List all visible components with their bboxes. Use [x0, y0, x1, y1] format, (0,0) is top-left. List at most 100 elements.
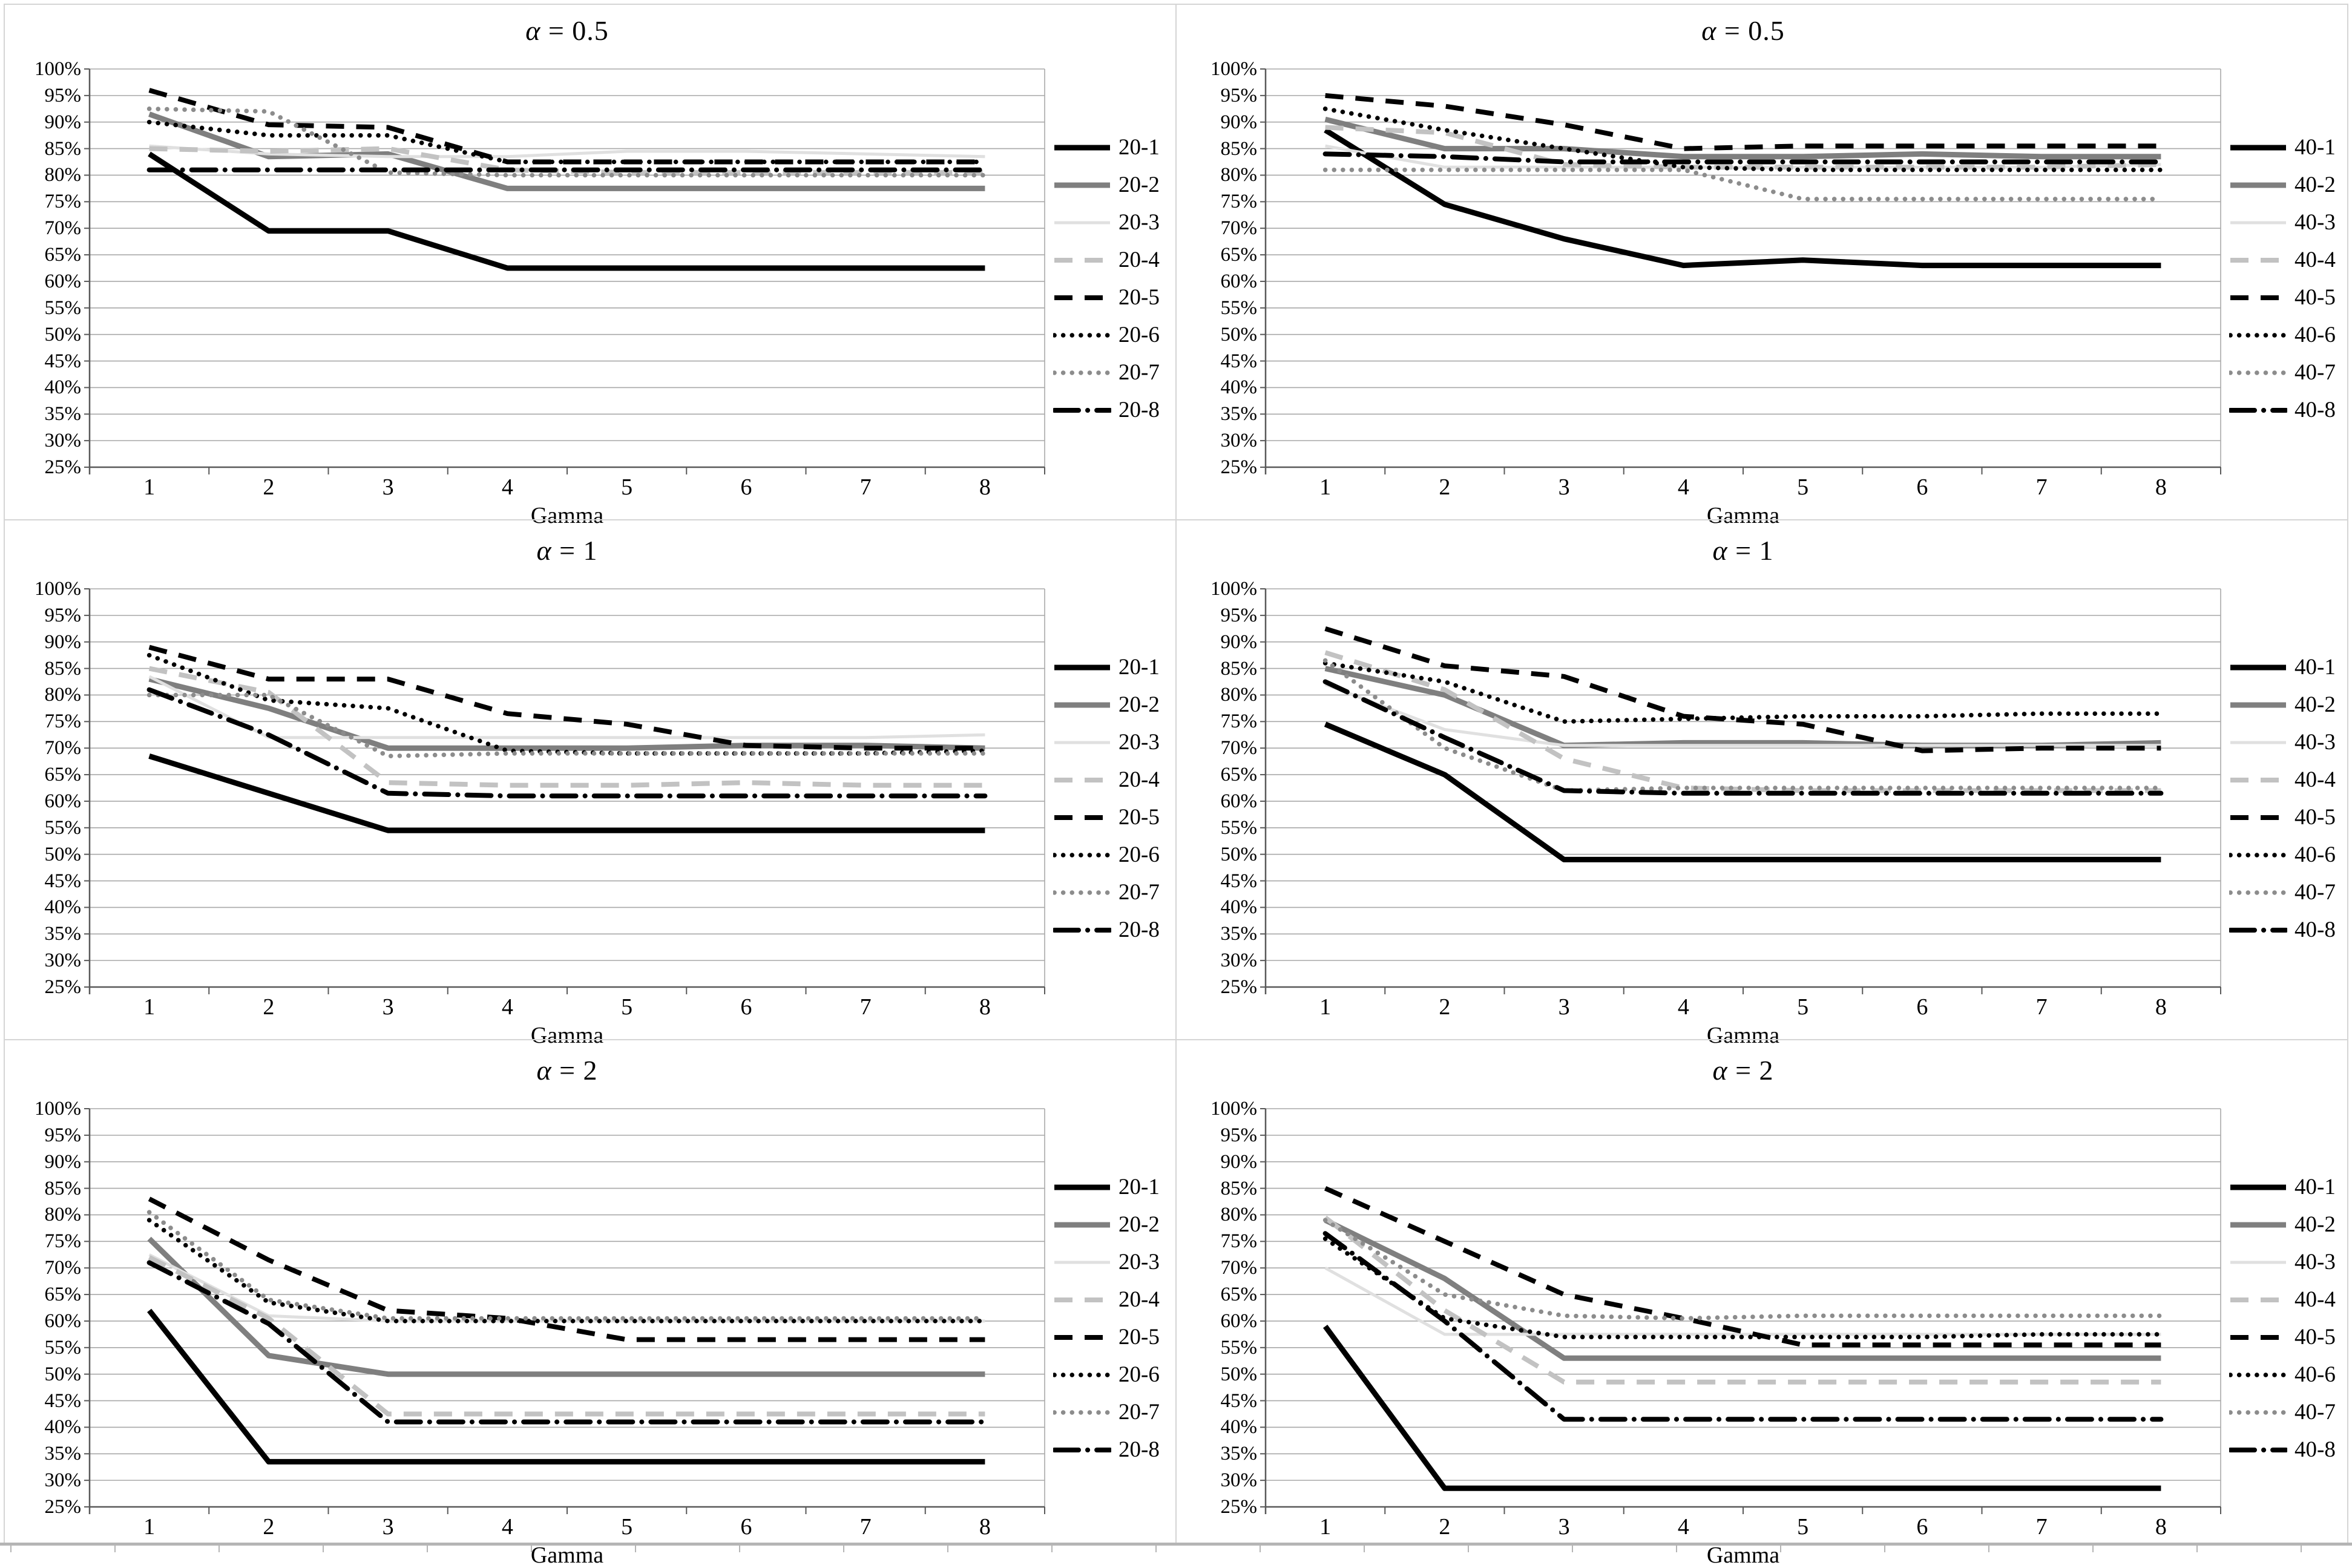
y-tick-label: 100%	[34, 58, 81, 80]
legend-label: 40-3	[2295, 730, 2336, 755]
legend-item-20-3: 20-3	[1053, 211, 1160, 235]
y-tick-label: 95%	[44, 84, 82, 107]
y-tick-label: 60%	[44, 1310, 82, 1332]
legend-swatch-40-8	[2229, 408, 2287, 413]
series-line-40-5	[1325, 93, 2161, 151]
series-line-40-1	[1324, 721, 2161, 862]
y-tick-label: 100%	[1210, 578, 1257, 600]
chart-panel-top-left: α = 0.5 100% 95% 90% 85% 80% 75% 70% 65% 60% 55% 50…	[0, 0, 1176, 527]
legend-label: 20-8	[1119, 917, 1160, 942]
legend-swatch-40-8	[2229, 1448, 2287, 1452]
y-tick-label: 25%	[1220, 456, 1258, 478]
x-tick-label: 7	[2035, 474, 2048, 500]
y-tick-label: 65%	[44, 244, 82, 266]
legend-swatch-40-5	[2230, 295, 2286, 300]
x-tick-label: 4	[501, 994, 513, 1020]
legend-label: 40-5	[2295, 1325, 2336, 1350]
x-tick-label: 3	[1558, 1514, 1570, 1540]
y-tick-label: 70%	[44, 1257, 82, 1279]
legend-swatch-20-8	[1053, 1448, 1111, 1452]
legend-swatch-20-3	[1054, 1261, 1110, 1264]
chart-panel-bottom-left: α = 2 100% 95% 90% 85% 80% 75% 70% 65% 60% 55% 50% 4…	[0, 1040, 1176, 1567]
legend-item-40-3: 40-3	[2229, 730, 2336, 755]
legend-label: 40-7	[2295, 360, 2336, 385]
legend-swatch-20-3	[1054, 221, 1110, 225]
series-line-40-7	[1322, 167, 2164, 202]
x-tick-label: 5	[621, 994, 633, 1020]
legend-label: 40-8	[2295, 917, 2336, 942]
x-tick-label: 1	[1319, 474, 1332, 500]
legend-label: 20-1	[1119, 655, 1160, 680]
y-tick-label: 75%	[44, 191, 82, 213]
legend-swatch-20-6	[1053, 853, 1111, 858]
row-divider-2	[4, 1039, 2348, 1040]
y-tick-label: 50%	[44, 843, 82, 865]
y-tick-label: 85%	[1220, 657, 1258, 680]
y-tick-label: 25%	[1220, 1496, 1258, 1518]
legend-item-20-1: 20-1	[1053, 655, 1160, 680]
chart-panel-top-right: α = 0.5 100% 95% 90% 85% 80% 75% 70% 65% 60% 55% 50…	[1176, 0, 2352, 527]
y-tick-label: 95%	[1220, 84, 1258, 107]
chart-panel-bottom-right: α = 2 100% 95% 90% 85% 80% 75% 70% 65% 60% 55% 50% 4…	[1176, 1040, 2352, 1567]
series-line-40-2	[1324, 116, 2161, 160]
table-column-tick	[2196, 1543, 2198, 1552]
series-line-20-1	[147, 1308, 985, 1465]
x-tick-label: 5	[621, 474, 633, 500]
x-tick-label: 4	[1677, 994, 1689, 1020]
series-line-40-2	[1324, 1218, 2161, 1361]
legend-item-20-5: 20-5	[1053, 286, 1160, 310]
x-tick-label: 4	[1677, 474, 1689, 500]
series-line-40-2	[1324, 666, 2161, 749]
x-tick-label: 4	[501, 474, 513, 500]
table-column-tick	[1780, 1543, 1781, 1552]
x-tick-label: 8	[2155, 994, 2167, 1020]
legend-label: 20-1	[1119, 1175, 1160, 1199]
y-tick-label: 25%	[44, 456, 82, 478]
series-line-40-3	[1324, 1267, 2161, 1336]
legend-item-40-8: 40-8	[2229, 398, 2336, 422]
series-line-20-2	[147, 1236, 985, 1377]
series-line-40-1	[1322, 1325, 2161, 1491]
y-tick-label: 90%	[1220, 631, 1258, 653]
legend-label: 20-6	[1119, 842, 1160, 867]
legend-swatch-40-4	[2230, 778, 2286, 782]
legend-swatch-20-2	[1054, 702, 1110, 708]
legend-label: 20-3	[1119, 210, 1160, 235]
y-tick-label: 95%	[1220, 604, 1258, 626]
plot-area	[84, 68, 1045, 474]
legend-item-20-6: 20-6	[1053, 1363, 1160, 1387]
legend-label: 20-2	[1119, 1212, 1160, 1237]
legend-label: 20-2	[1119, 172, 1160, 197]
y-tick-label: 35%	[44, 923, 82, 945]
chart-title: α = 1	[536, 535, 598, 566]
outer-border-right	[2347, 4, 2348, 1544]
x-tick-label: 3	[382, 994, 394, 1020]
x-tick-label: 7	[859, 1514, 872, 1540]
x-tick-label: 6	[740, 1514, 752, 1540]
y-tick-label: 70%	[44, 737, 82, 759]
table-column-tick	[1051, 1543, 1053, 1552]
legend-label: 40-4	[2295, 767, 2336, 792]
legend-label: 20-4	[1119, 1287, 1160, 1312]
legend-swatch-20-5	[1054, 1335, 1110, 1340]
legend-item-40-6: 40-6	[2229, 1363, 2336, 1387]
series-line-20-6	[146, 1218, 988, 1324]
x-tick-label: 8	[2155, 474, 2167, 500]
legend-label: 40-2	[2295, 172, 2336, 197]
table-column-tick	[1468, 1543, 1469, 1552]
legend-label: 20-8	[1119, 398, 1160, 422]
legend-swatch-40-6	[2229, 333, 2287, 338]
legend-swatch-20-6	[1053, 333, 1111, 338]
table-column-tick	[1572, 1543, 1573, 1552]
series-line-20-8	[146, 1260, 988, 1425]
legend-label: 40-2	[2295, 1212, 2336, 1237]
legend-swatch-20-3	[1054, 741, 1110, 744]
legend-item-20-4: 20-4	[1053, 248, 1160, 272]
y-tick-label: 35%	[1220, 403, 1258, 425]
legend-item-40-4: 40-4	[2229, 248, 2336, 272]
series-line-40-7	[1322, 658, 2164, 793]
legend-item-40-7: 40-7	[2229, 1400, 2336, 1425]
series-line-20-3	[149, 144, 985, 159]
x-axis-title: Gamma	[1706, 1543, 1780, 1568]
y-tick-label: 65%	[1220, 244, 1258, 266]
